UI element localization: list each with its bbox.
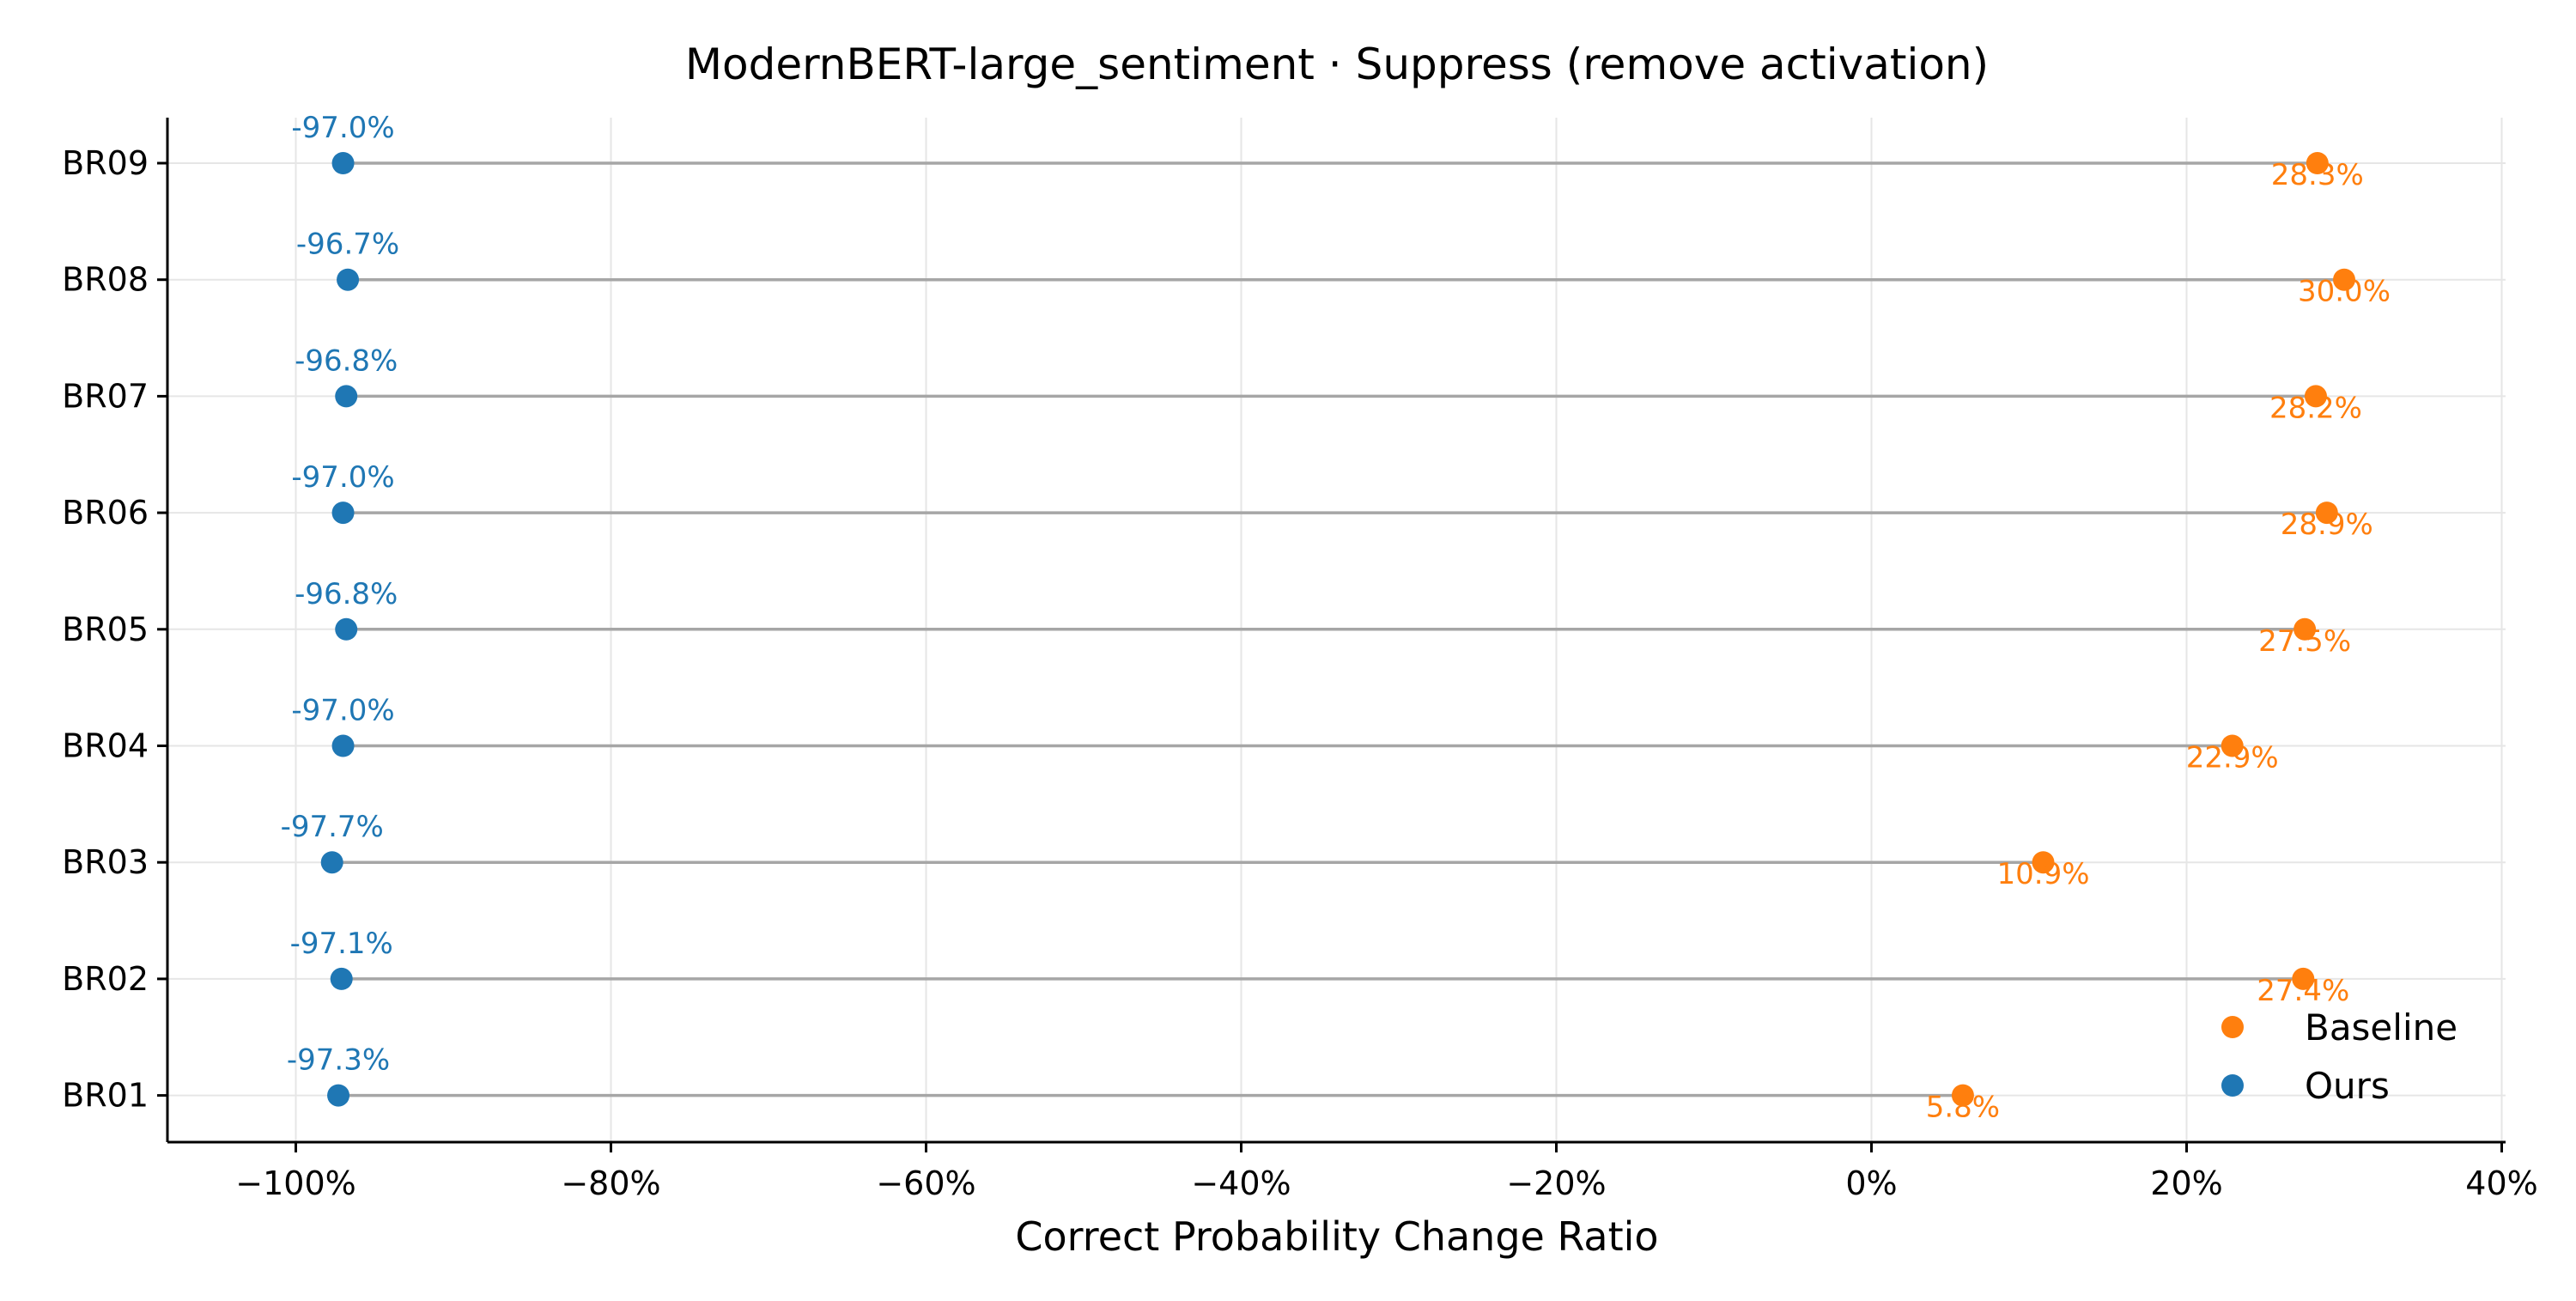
baseline-value-label: 28.3%: [2271, 158, 2364, 192]
ours-point: [331, 152, 355, 174]
ours-value-label: -97.3%: [287, 1043, 390, 1078]
baseline-point: [2304, 385, 2327, 408]
baseline-point: [2333, 268, 2355, 291]
baseline-value-label: 22.9%: [2186, 741, 2279, 775]
baseline-value-label: 27.4%: [2257, 974, 2349, 1008]
x-tick-label: 20%: [2150, 1164, 2222, 1202]
baseline-value-label: 28.9%: [2281, 508, 2373, 542]
x-ticks: −100% −80% −60% −40% −20% 0% 20% 40%: [235, 1142, 2538, 1202]
baseline-point: [2306, 152, 2329, 174]
y-tick-label: BR05: [62, 611, 149, 648]
baseline-value-label: 28.2%: [2269, 391, 2362, 425]
ours-point: [335, 617, 358, 641]
y-tick-label: BR09: [62, 144, 149, 182]
legend-ours-marker: [2221, 1074, 2244, 1097]
baseline-value-label: 5.8%: [1926, 1091, 2000, 1125]
connectors: [331, 161, 2344, 1097]
y-tick-label: BR08: [62, 261, 149, 299]
ours-value-label: -97.0%: [291, 694, 394, 728]
baseline-point: [2292, 967, 2315, 990]
baseline-point: [2293, 617, 2317, 641]
data-labels: -97.0% 28.3% -96.7% 30.0% -96.8% 28.2% -97.0% 2…: [281, 111, 2391, 1125]
baseline-value-label: 30.0%: [2298, 275, 2391, 309]
y-tick-label: BR07: [62, 377, 149, 415]
ours-value-label: -96.8%: [295, 343, 398, 378]
baseline-point: [1951, 1084, 1974, 1107]
ours-point: [335, 385, 358, 408]
baseline-point: [2315, 502, 2338, 525]
x-axis-label: Correct Probability Change Ratio: [1015, 1213, 1658, 1260]
y-tick-label: BR02: [62, 960, 149, 998]
legend-baseline-marker: [2221, 1016, 2244, 1038]
legend-baseline-label: Baseline: [2305, 1006, 2458, 1049]
ours-point: [331, 734, 355, 757]
x-tick-label: −100%: [235, 1164, 355, 1202]
ours-point: [330, 967, 353, 990]
ours-point: [337, 268, 360, 291]
ours-point: [327, 1084, 350, 1107]
ours-point: [331, 502, 355, 525]
ours-value-label: -96.8%: [295, 577, 398, 611]
y-tick-label: BR06: [62, 494, 149, 532]
x-tick-label: 0%: [1845, 1164, 1897, 1202]
y-tick-label: BR04: [62, 727, 149, 765]
ours-value-label: -97.0%: [291, 460, 394, 495]
ours-point: [320, 851, 343, 874]
x-tick-label: −60%: [876, 1164, 975, 1202]
baseline-value-label: 10.9%: [1997, 857, 2090, 891]
legend-ours-label: Ours: [2305, 1065, 2390, 1107]
x-tick-label: −80%: [561, 1164, 660, 1202]
ours-value-label: -97.7%: [281, 810, 384, 844]
chart-title: ModernBERT-large_sentiment · Suppress (r…: [685, 40, 1989, 89]
legend: Baseline Ours: [2221, 1006, 2458, 1107]
y-tick-label: BR01: [62, 1077, 149, 1115]
points: [320, 152, 2355, 1107]
y-tick-label: BR03: [62, 843, 149, 881]
ours-value-label: -96.7%: [296, 228, 399, 262]
x-tick-label: −40%: [1191, 1164, 1291, 1202]
ours-value-label: -97.1%: [290, 927, 393, 961]
x-tick-label: 40%: [2465, 1164, 2537, 1202]
ours-value-label: -97.0%: [291, 111, 394, 145]
baseline-point: [2032, 851, 2055, 874]
baseline-value-label: 27.5%: [2258, 624, 2351, 659]
y-ticks: BR09 BR08 BR07 BR06 BR05 BR04 BR03 BR02 BR01: [62, 144, 167, 1115]
x-tick-label: −20%: [1506, 1164, 1606, 1202]
baseline-point: [2221, 734, 2244, 757]
